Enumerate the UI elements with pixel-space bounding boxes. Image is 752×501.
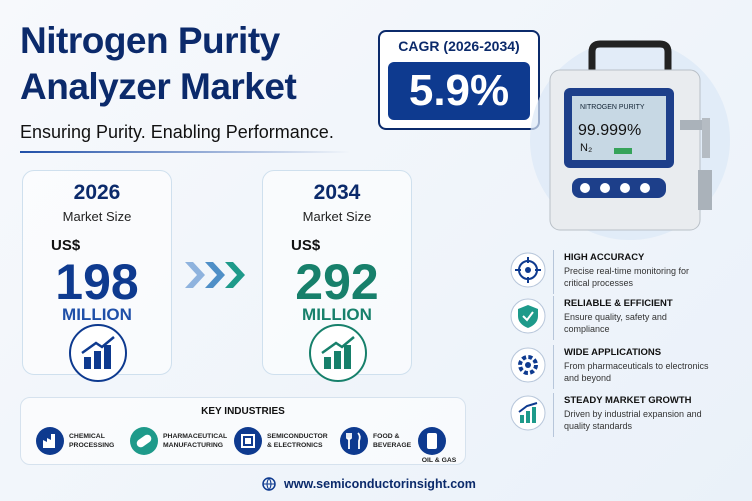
industries-box: KEY INDUSTRIES CHEMICAL PROCESSING PHARM… [20, 397, 466, 465]
industry-icon [418, 427, 446, 455]
feature-description: From pharmaceuticals to electronics and … [564, 361, 709, 383]
feature-description: Precise real-time monitoring for critica… [564, 266, 690, 288]
cagr-value: 5.9% [388, 62, 530, 120]
industry-label: PHARMACEUTICAL MANUFACTURING [163, 433, 228, 449]
feature-title: HIGH ACCURACY [564, 252, 645, 263]
growth-icon [69, 324, 127, 382]
industries-title: KEY INDUSTRIES [201, 406, 285, 417]
industry: SEMICONDUCTOR & ELECTRONICS [233, 424, 333, 460]
cagr-label: CAGR (2026-2034) [398, 38, 520, 54]
industry-label: SEMICONDUCTOR & ELECTRONICS [267, 433, 328, 449]
industry-label: OIL & GAS [421, 457, 457, 464]
industry: PHARMACEUTICAL MANUFACTURING [129, 424, 229, 460]
card-currency: US$ [51, 237, 81, 254]
market-card: 2034 Market Size US$ 292 MILLION [262, 170, 412, 382]
feature-description: Ensure quality, safety and compliance [564, 312, 667, 334]
industry-icon [234, 427, 262, 455]
card-value: 198 [55, 254, 139, 310]
industry: CHEMICAL PROCESSING [35, 424, 125, 460]
feature: RELIABLE & EFFICIENT Ensure quality, saf… [510, 296, 742, 342]
divider [20, 151, 350, 153]
screen-reading: 99.999% [578, 122, 642, 139]
industry: OIL & GAS [415, 424, 463, 464]
feature-icon [510, 298, 546, 334]
feature-icon [510, 252, 546, 288]
device-illustration [530, 40, 730, 240]
feature: STEADY MARKET GROWTH Driven by industria… [510, 393, 742, 439]
card-unit: MILLION [62, 305, 132, 324]
market-card: 2026 Market Size US$ 198 MILLION [22, 170, 172, 382]
cagr-box: CAGR (2026-2034) 5.9% [378, 30, 540, 130]
feature-icon [510, 395, 546, 431]
feature-title: STEADY MARKET GROWTH [564, 395, 692, 406]
card-currency: US$ [291, 237, 321, 254]
growth-icon [309, 324, 367, 382]
feature-icon [510, 347, 546, 383]
title-line: Analyzer Market [20, 66, 297, 107]
industry-icon [130, 427, 158, 455]
feature: HIGH ACCURACY Precise real-time monitori… [510, 250, 742, 296]
card-year: 2034 [313, 181, 361, 204]
website: www.semiconductorinsight.com [284, 477, 476, 491]
feature-description: Driven by industrial expansion and quali… [564, 409, 702, 431]
screen-title: NITROGEN PURITY [580, 104, 645, 111]
tagline: Ensuring Purity. Enabling Performance. [20, 122, 334, 142]
card-value: 292 [295, 254, 379, 310]
card-year: 2026 [73, 181, 121, 204]
industry-icon [340, 427, 368, 455]
feature-title: RELIABLE & EFFICIENT [564, 298, 673, 309]
industry-label: CHEMICAL PROCESSING [69, 433, 115, 449]
card-label: Market Size [302, 209, 372, 224]
title-line: Nitrogen Purity [20, 20, 280, 61]
industry-icon [36, 427, 64, 455]
industry: FOOD & BEVERAGE [339, 424, 411, 460]
card-unit: MILLION [302, 305, 372, 324]
feature: WIDE APPLICATIONS From pharmaceuticals t… [510, 345, 742, 391]
screen-gas: N₂ [580, 142, 593, 154]
arrows [185, 262, 245, 288]
industry-label: FOOD & BEVERAGE [373, 433, 412, 449]
feature-title: WIDE APPLICATIONS [564, 347, 662, 358]
globe-icon [262, 477, 276, 491]
card-label: Market Size [62, 209, 132, 224]
